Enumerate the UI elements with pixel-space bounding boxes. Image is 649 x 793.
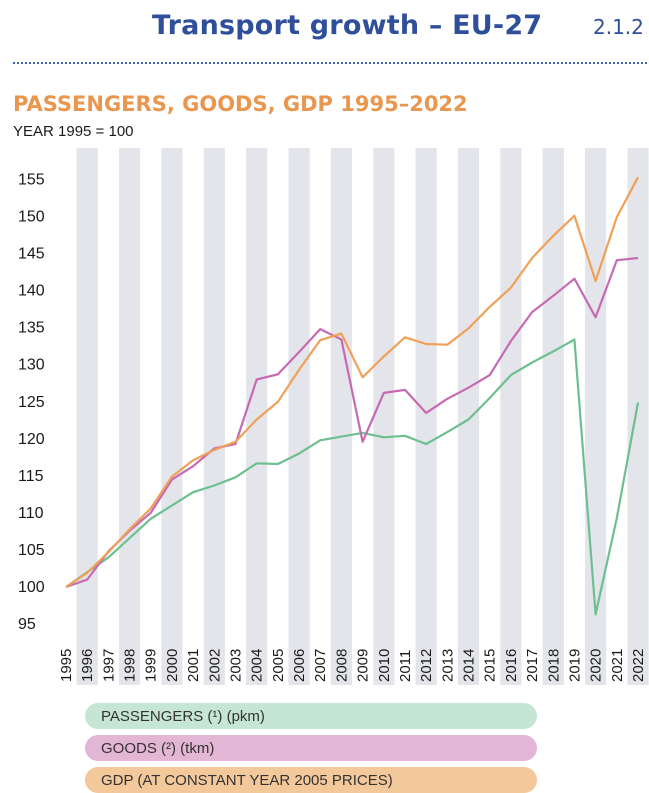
y-tick-label: 150 [18,209,45,226]
y-tick-label: 120 [18,431,45,448]
x-tick-label: 2004 [249,649,266,682]
x-tick-label: 2007 [312,649,329,682]
x-tick-label: 1998 [122,649,139,682]
chart-subtitle: YEAR 1995 = 100 [13,123,134,140]
grid-band [415,148,437,685]
y-tick-label: 115 [18,468,44,485]
x-tick-label: 2021 [609,649,626,682]
y-tick-label: 125 [18,394,45,411]
y-tick-label: 135 [18,320,45,337]
x-tick-label: 2015 [482,649,499,682]
x-tick-label: 1997 [100,649,117,682]
x-tick-label: 2012 [418,649,435,682]
legend-label-goods: GOODS (²) (tkm) [101,739,215,757]
grid-band [246,148,268,685]
legend-passengers: PASSENGERS (¹) (pkm) [85,703,537,729]
x-tick-label: 1995 [58,649,75,682]
legend-goods: GOODS (²) (tkm) [85,735,537,761]
series-line-2 [65,176,639,588]
section-code: 2.1.2 [593,15,644,39]
line-chart: 95 100 105 110 115 120 125 130 135 140 145 150 155 19… [18,148,649,685]
grid-band [373,148,395,685]
x-tick-label: 2019 [566,649,583,682]
grid-band [330,148,352,685]
y-tick-label: 95 [18,616,36,633]
chart-title: PASSENGERS, GOODS, GDP 1995–2022 [13,92,468,116]
y-tick-label: 155 [18,171,45,188]
x-tick-label: 2002 [206,649,223,682]
x-tick-label: 2020 [588,649,605,682]
grid-band [161,148,183,685]
y-tick-label: 130 [18,357,45,374]
grid-band [542,148,564,685]
x-tick-label: 2022 [630,649,647,682]
legend-label-gdp: GDP (AT CONSTANT YEAR 2005 PRICES) [101,771,393,789]
grid-band [288,148,310,685]
x-tick-label: 2005 [270,649,287,682]
x-tick-label: 2018 [545,649,562,682]
grid-band [203,148,225,685]
x-tick-label: 2011 [397,650,414,682]
grid-band [627,148,649,685]
y-tick-label: 100 [18,579,45,596]
y-tick-label: 145 [18,246,45,263]
x-tick-label: 2001 [185,649,202,682]
x-tick-label: 2006 [291,649,308,682]
y-tick-label: 105 [18,542,45,559]
x-tick-label: 1996 [79,649,96,682]
x-tick-label: 2000 [164,649,181,682]
series-line-1 [65,256,639,589]
grid-band [118,148,141,685]
grid-band [457,148,480,685]
header-title: Transport growth – EU-27 [152,10,543,41]
dotted-divider [13,62,647,64]
x-tick-label: 2010 [376,649,393,682]
x-tick-label: 2013 [439,649,456,682]
y-tick-label: 110 [18,505,44,522]
x-tick-label: 2003 [227,649,244,682]
y-tick-label: 140 [18,283,45,300]
x-tick-label: 2008 [333,649,350,682]
x-tick-label: 1999 [143,649,160,682]
x-tick-label: 2016 [503,649,520,682]
grid-band [76,148,98,685]
x-tick-label: 2017 [524,649,541,682]
x-tick-label: 2009 [355,649,372,682]
legend-gdp: GDP (AT CONSTANT YEAR 2005 PRICES) [85,767,537,793]
legend-label-passengers: PASSENGERS (¹) (pkm) [101,707,265,725]
series-line-0 [65,338,640,616]
x-tick-label: 2014 [461,649,478,682]
grid-band [500,148,522,685]
